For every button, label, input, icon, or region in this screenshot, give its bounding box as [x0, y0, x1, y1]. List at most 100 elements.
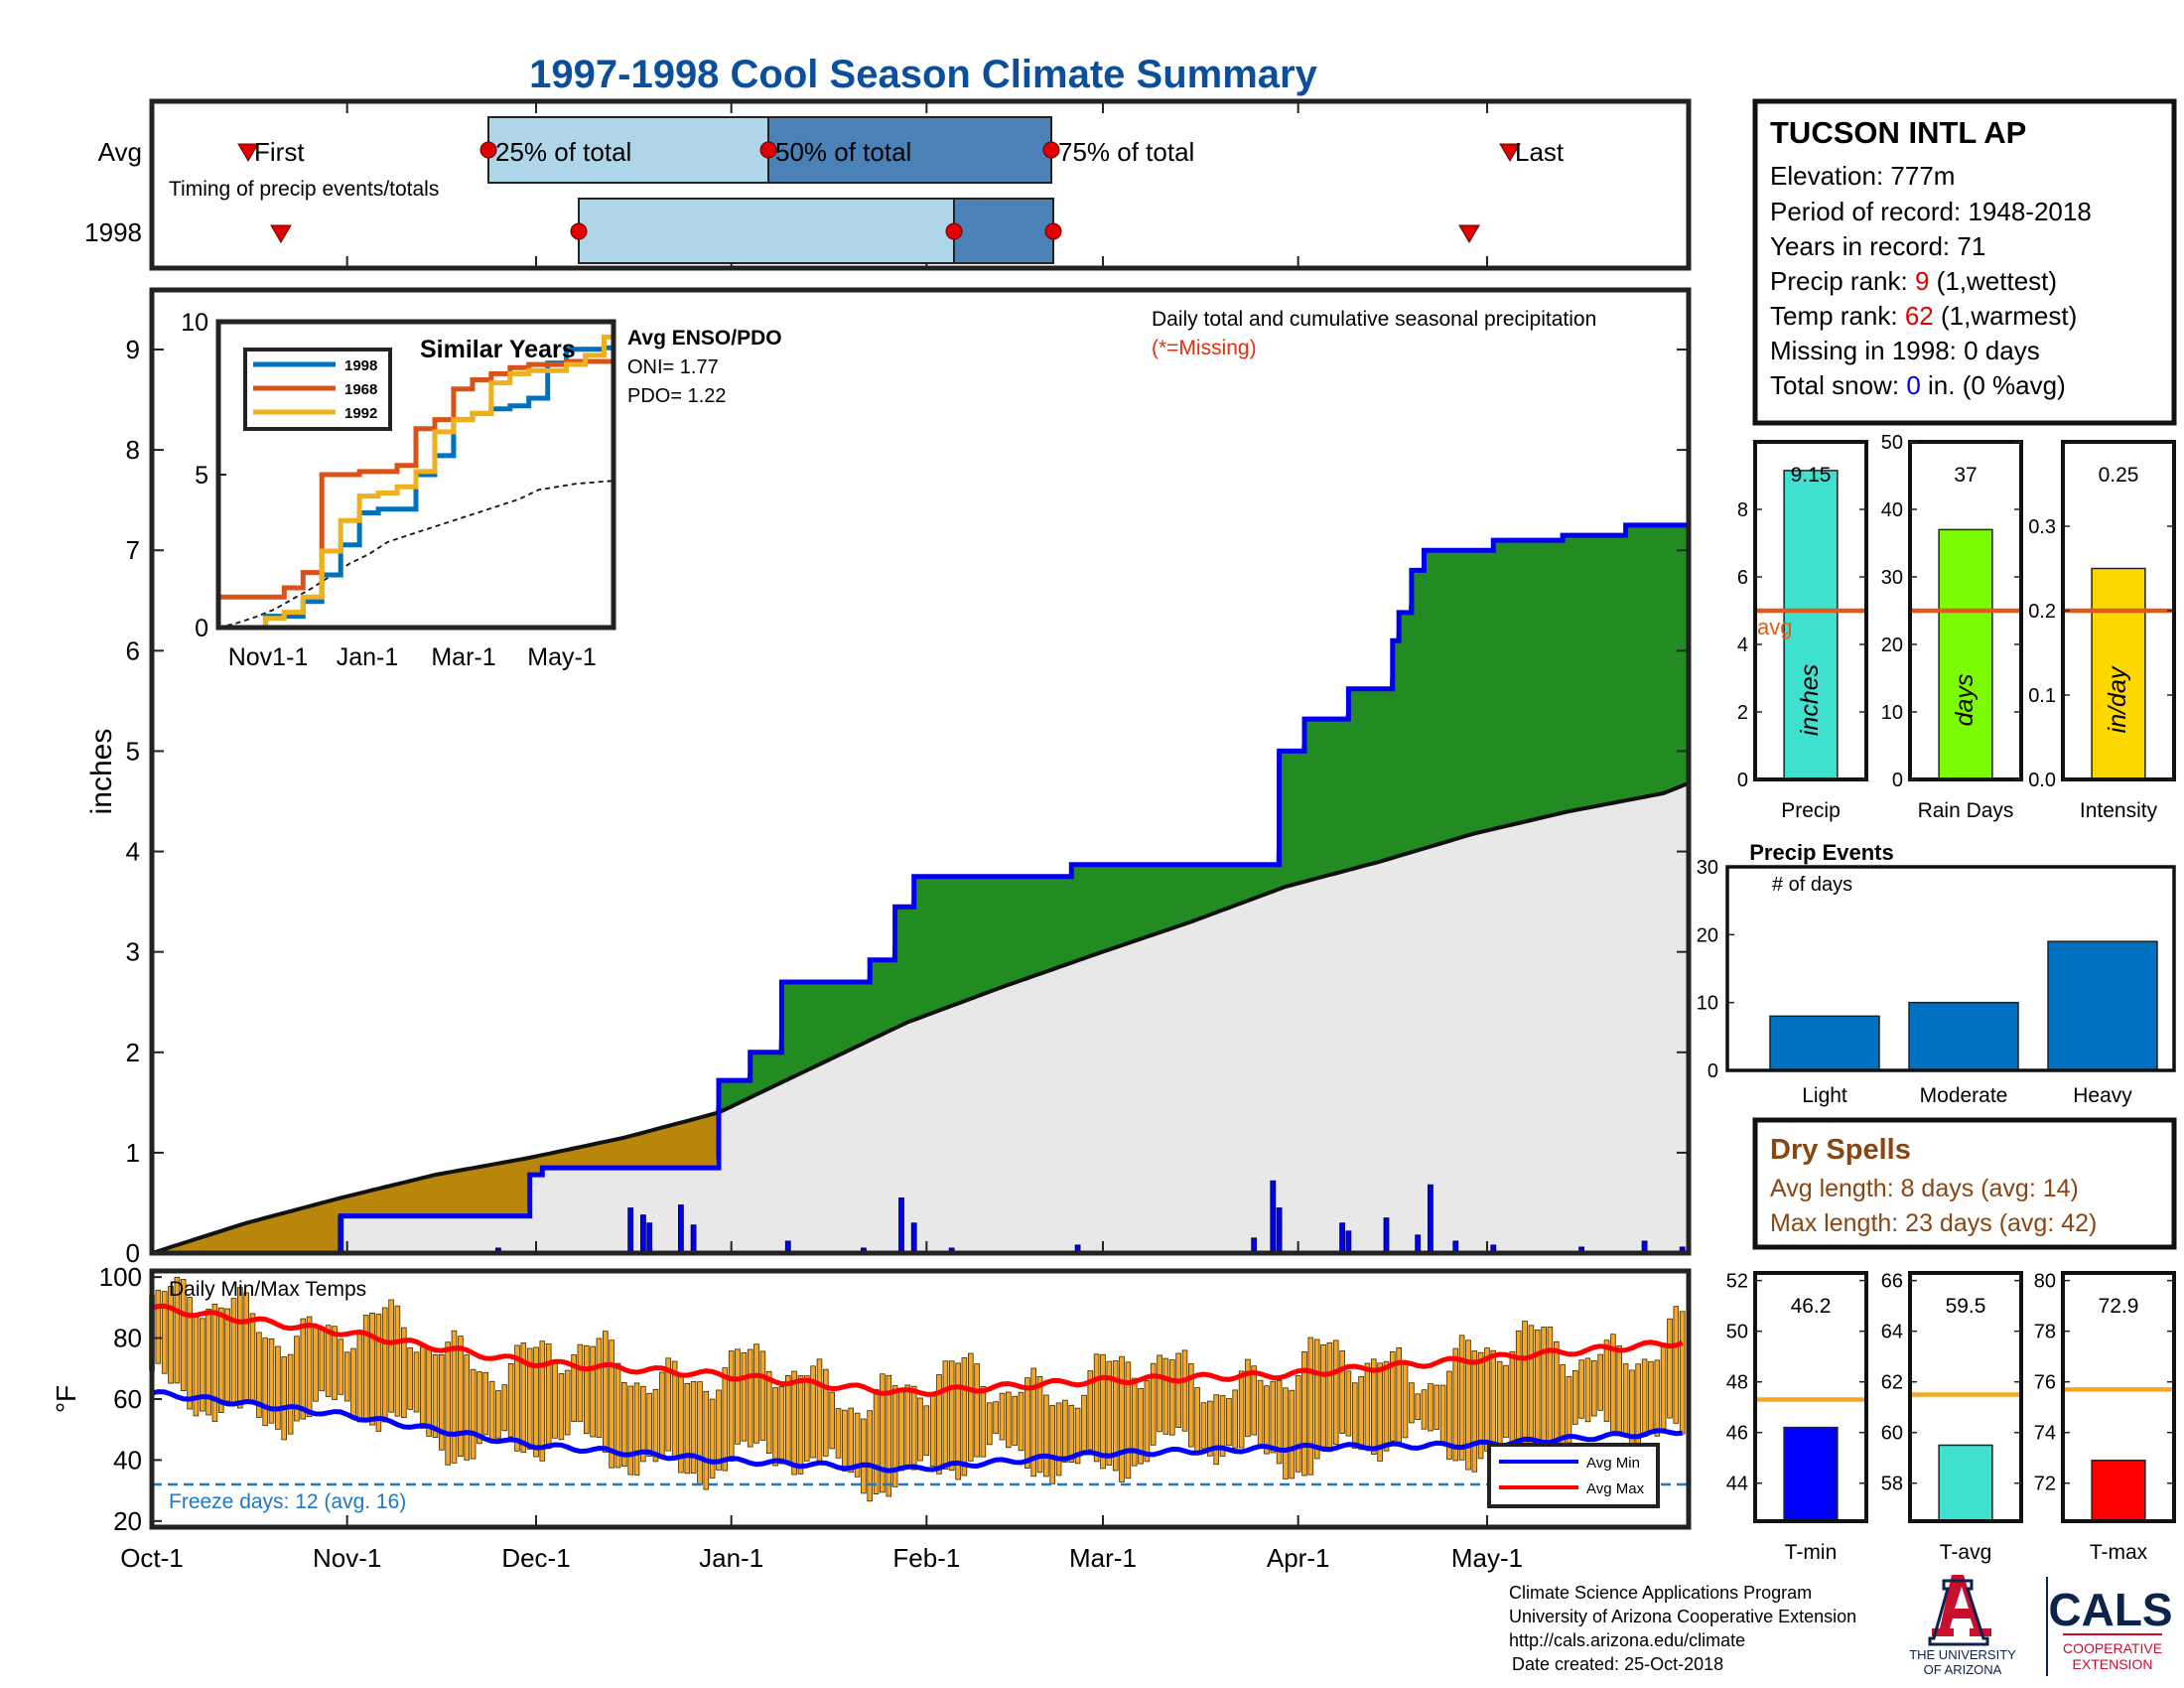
station-info-box: TUCSON INTL AP Elevation: 777m Period of…	[1752, 98, 2177, 426]
temp-y-tick-label: 40	[113, 1445, 142, 1475]
daily-temp-bar	[1157, 1354, 1162, 1433]
enso-title: Avg ENSO/PDO	[627, 327, 782, 350]
daily-temp-bar	[1452, 1347, 1459, 1462]
daily-temp-bar	[199, 1318, 205, 1412]
tmin-mini-tick-label: 46	[1726, 1423, 1748, 1445]
daily-precip-bar	[678, 1204, 684, 1254]
daily-precip-bar	[910, 1222, 917, 1254]
daily-temp-bar	[1421, 1389, 1428, 1430]
inset-x-tick-label: Nov1-1	[228, 643, 309, 671]
daily-temp-bar	[646, 1392, 652, 1458]
dry-frame	[1752, 1117, 2177, 1250]
daily-temp-bar	[1446, 1370, 1452, 1460]
intensity-mini-tick-label: 0.0	[2028, 770, 2056, 791]
daily-temp-bar	[759, 1350, 766, 1441]
daily-precip-bar	[627, 1207, 634, 1254]
daily-temp-bar	[1622, 1363, 1629, 1436]
daily-temp-bar	[1012, 1395, 1018, 1446]
inset-legend-1998: 1998	[344, 357, 377, 374]
daily-temp-bar	[1578, 1359, 1584, 1419]
footer-line-2: University of Arizona Cooperative Extens…	[1509, 1607, 1856, 1626]
daily-temp-bar	[842, 1409, 848, 1472]
tmin-mini-tick-label: 48	[1726, 1372, 1748, 1394]
daily-temp-bar	[804, 1375, 810, 1462]
inset-legend-1968: 1968	[344, 381, 377, 398]
year-box-25-50	[578, 198, 955, 264]
daily-temp-bar	[1162, 1357, 1169, 1435]
daily-temp-bar	[1326, 1341, 1333, 1450]
daily-temp-bar	[1641, 1358, 1648, 1438]
daily-temp-bar	[1383, 1360, 1390, 1452]
footer-line-1: Climate Science Applications Program	[1509, 1583, 1812, 1603]
daily-temp-bar	[886, 1374, 892, 1497]
main-y-axis: 0 1 2 3 4 5 6 7 8 9	[126, 335, 1689, 1268]
daily-temp-bar	[1131, 1377, 1138, 1467]
daily-temp-bar	[898, 1388, 904, 1472]
avg-p50-marker	[759, 141, 777, 159]
daily-temp-bar	[564, 1369, 571, 1436]
daily-temp-bar	[1352, 1382, 1358, 1449]
inset-legend-1992: 1992	[344, 405, 377, 422]
date-x-axis: Oct-1 Nov-1 Dec-1 Jan-1 Feb-1 Mar-1 Apr-1 May-1	[120, 1241, 1523, 1573]
daily-temp-bar	[236, 1287, 243, 1409]
tavg-mini-label: T-avg	[1940, 1541, 1992, 1564]
daily-temp-bar	[338, 1338, 344, 1395]
station-period: Period of record: 1948-2018	[1770, 197, 2092, 226]
daily-temp-bar	[961, 1357, 968, 1477]
daily-temp-bar	[1371, 1358, 1377, 1456]
daily-temp-bar	[205, 1309, 211, 1416]
daily-temp-bar	[1584, 1357, 1591, 1423]
last-label: Last	[1515, 137, 1565, 167]
page-title: 1997-1998 Cool Season Climate Summary	[529, 53, 1317, 96]
precip-mini-tick-label: 4	[1737, 634, 1748, 656]
daily-temp-bar	[1138, 1387, 1144, 1465]
daily-temp-bar	[1490, 1349, 1497, 1455]
temp-title: Daily Min/Max Temps	[169, 1278, 366, 1301]
daily-temp-bar	[929, 1395, 936, 1467]
main-chart-title: Daily total and cumulative seasonal prec…	[1152, 308, 1596, 331]
timing-note: Timing of precip events/totals	[169, 178, 439, 201]
daily-precip-bar	[1383, 1217, 1390, 1254]
daily-temp-bar	[891, 1385, 898, 1487]
daily-temp-bar	[1515, 1330, 1522, 1454]
inset-y-tick-label: 10	[181, 309, 208, 337]
daily-temp-bar	[590, 1345, 596, 1438]
daily-temp-bar	[1226, 1398, 1232, 1447]
daily-temp-bar	[1597, 1353, 1604, 1411]
daily-temp-bar	[294, 1336, 300, 1422]
daily-temp-bar	[287, 1353, 294, 1435]
station-elevation: Elevation: 777m	[1770, 161, 1955, 191]
tavg-mini-frame	[1908, 1271, 2023, 1523]
daily-temp-bar	[797, 1375, 804, 1475]
daily-temp-bar	[230, 1298, 237, 1405]
inset-series-1968	[218, 358, 614, 600]
daily-temp-bar	[256, 1332, 262, 1418]
daily-temp-bar	[1006, 1391, 1012, 1449]
main-y-tick-label: 5	[126, 736, 140, 766]
daily-temp-bar	[1654, 1359, 1661, 1437]
precip-mini-value: 9.15	[1791, 464, 1832, 487]
tmin-mini-frame	[1753, 1271, 1868, 1523]
inset-axes: 0 5 10 Nov1-1 Jan-1 Mar-1 May-1	[181, 309, 597, 671]
daily-temp-bars	[149, 1277, 1686, 1502]
dry-spells-box: Dry Spells Avg length: 8 days (avg: 14) …	[1752, 1117, 2177, 1250]
temperature-panel: 20 40 60 80 100 Oct-1 Nov-1 Dec-1 Jan-1 Feb-1 Mar…	[51, 1241, 1692, 1573]
cals-text-1: COOPERATIVE	[2063, 1640, 2162, 1656]
date-x-tick-label: Nov-1	[313, 1543, 381, 1573]
daily-temp-bar	[1616, 1345, 1623, 1434]
daily-temp-bar	[1320, 1344, 1326, 1448]
precip-mini-tick-label: 8	[1737, 499, 1748, 521]
station-years: Years in record: 71	[1770, 231, 1985, 261]
precip-mini-avg-label: avg	[1757, 615, 1792, 639]
daily-temp-bar	[584, 1344, 590, 1435]
year-first-marker	[270, 224, 292, 243]
station-snow: Total snow: 0 in. (0 %avg)	[1770, 370, 2066, 400]
main-y-tick-label: 1	[126, 1138, 140, 1168]
year-last-marker	[1458, 224, 1480, 243]
date-x-tick-label: Jan-1	[699, 1543, 763, 1573]
daily-temp-bar	[488, 1380, 495, 1441]
rain-days-mini-value: 37	[1954, 464, 1977, 487]
daily-temp-bar	[1477, 1351, 1484, 1460]
